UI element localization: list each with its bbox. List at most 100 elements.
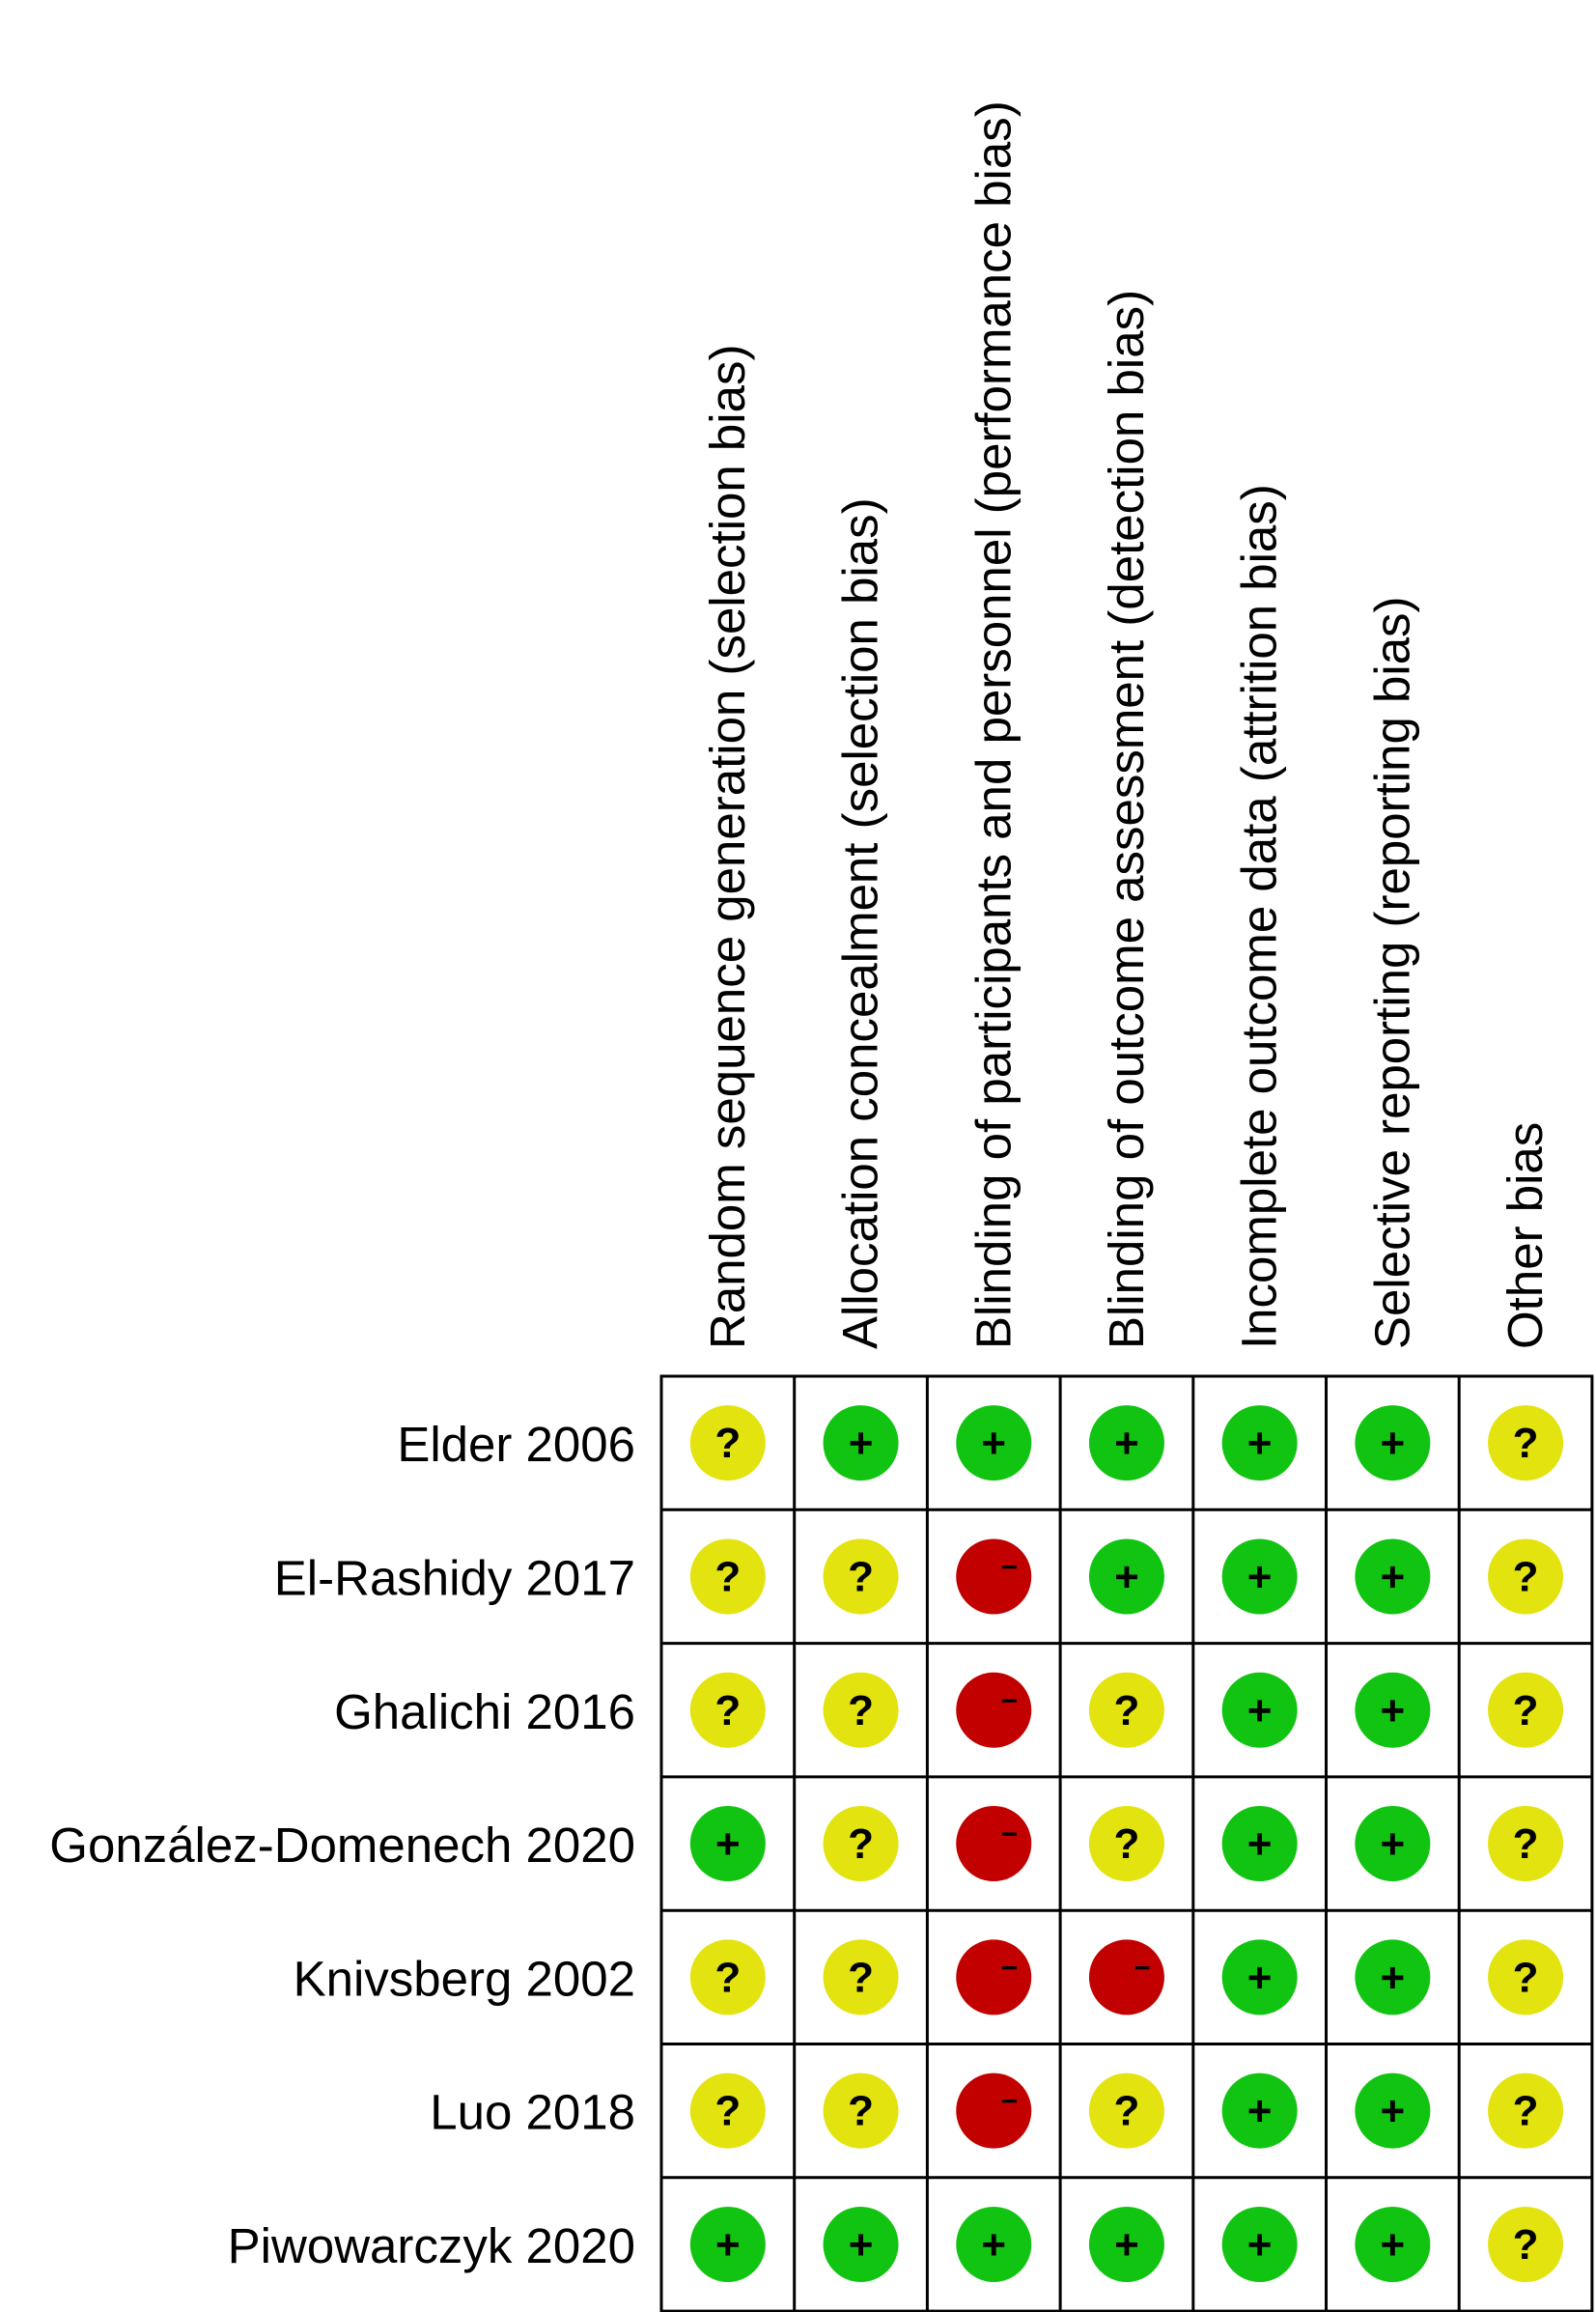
low-risk-symbol: + (715, 1820, 741, 1868)
low-risk-circle (823, 2206, 899, 2282)
high-risk-circle (956, 1672, 1032, 1748)
unclear-risk-symbol: ? (1114, 1820, 1140, 1868)
high-risk-circle (956, 1939, 1032, 2016)
low-risk-symbol: + (981, 1420, 1006, 1467)
unclear-risk-circle (689, 1672, 766, 1748)
unclear-risk-circle (1488, 1538, 1564, 1615)
low-risk-circle (956, 1405, 1032, 1481)
unclear-risk-symbol: ? (1513, 2088, 1539, 2135)
unclear-risk-symbol: ? (714, 1687, 741, 1734)
unclear-risk-circle (1088, 1806, 1164, 1882)
low-risk-circle (689, 1806, 766, 1882)
low-risk-symbol: + (1114, 2221, 1139, 2269)
unclear-risk-circle (1488, 1405, 1564, 1481)
study-label: Luo 2018 (430, 2085, 635, 2140)
unclear-risk-circle (689, 1939, 766, 2016)
low-risk-symbol: + (849, 1420, 874, 1467)
column-header: Selective reporting (reporting bias) (1364, 596, 1419, 1349)
low-risk-circle (1221, 1806, 1298, 1882)
low-risk-circle (1355, 1672, 1431, 1748)
grid-border (659, 1374, 1594, 2312)
low-risk-symbol: + (1247, 1954, 1273, 2001)
low-risk-circle (956, 2206, 1032, 2282)
low-risk-symbol: + (1380, 1420, 1405, 1467)
low-risk-circle (1221, 1405, 1298, 1481)
high-risk-symbol: − (1000, 1952, 1018, 1984)
study-label: Piwowarczyk 2020 (228, 2218, 635, 2273)
low-risk-circle (1221, 2206, 1298, 2282)
high-risk-symbol: − (1000, 1551, 1018, 1583)
low-risk-circle (1355, 1405, 1431, 1481)
high-risk-circle (956, 2072, 1032, 2149)
unclear-risk-symbol: ? (714, 1553, 741, 1600)
low-risk-circle (1221, 1538, 1298, 1615)
low-risk-symbol: + (1247, 2221, 1273, 2269)
low-risk-symbol: + (1380, 2088, 1405, 2135)
low-risk-circle (1221, 1939, 1298, 2016)
unclear-risk-circle (823, 2072, 899, 2149)
high-risk-symbol: − (1134, 1952, 1151, 1984)
low-risk-circle (823, 1405, 899, 1481)
unclear-risk-circle (689, 2072, 766, 2149)
unclear-risk-circle (1488, 2206, 1564, 2282)
low-risk-circle (1355, 1538, 1431, 1615)
row-labels: Elder 2006 El-Rashidy 2017 Ghalichi 2016 Go… (49, 1417, 635, 2273)
column-headers: Random sequence generation (selection bi… (700, 100, 1553, 1349)
low-risk-symbol: + (1247, 1553, 1273, 1600)
low-risk-symbol: + (1247, 2088, 1273, 2135)
low-risk-circle (1355, 2206, 1431, 2282)
unclear-risk-circle (1488, 1672, 1564, 1748)
study-label: Elder 2006 (397, 1417, 635, 1472)
unclear-risk-symbol: ? (1513, 2221, 1539, 2269)
low-risk-symbol: + (1380, 1553, 1405, 1600)
unclear-risk-circle (1488, 1806, 1564, 1882)
low-risk-circle (1355, 1806, 1431, 1882)
unclear-risk-symbol: ? (848, 1954, 874, 2001)
unclear-risk-circle (689, 1405, 766, 1481)
unclear-risk-symbol: ? (1513, 1420, 1539, 1467)
high-risk-symbol: − (1000, 1819, 1018, 1850)
unclear-risk-circle (1488, 2072, 1564, 2149)
unclear-risk-symbol: ? (714, 2088, 741, 2135)
low-risk-symbol: + (1380, 2221, 1405, 2269)
unclear-risk-symbol: ? (714, 1420, 741, 1467)
low-risk-symbol: + (715, 2221, 741, 2269)
column-header: Allocation concealment (selection bias) (833, 497, 888, 1349)
column-header: Blinding of participants and personnel (… (966, 100, 1021, 1349)
unclear-risk-symbol: ? (1513, 1687, 1539, 1734)
low-risk-circle (1088, 1538, 1164, 1615)
low-risk-symbol: + (1380, 1687, 1405, 1734)
low-risk-circle (689, 2206, 766, 2282)
unclear-risk-symbol: ? (1513, 1553, 1539, 1600)
high-risk-circle (956, 1538, 1032, 1615)
low-risk-circle (1221, 2072, 1298, 2149)
unclear-risk-circle (823, 1672, 899, 1748)
low-risk-circle (1221, 1672, 1298, 1748)
unclear-risk-symbol: ? (714, 1954, 741, 2001)
low-risk-circle (1355, 1939, 1431, 2016)
study-label: González-Domenech 2020 (49, 1818, 635, 1873)
low-risk-circle (1088, 1405, 1164, 1481)
low-risk-symbol: + (981, 2221, 1006, 2269)
low-risk-symbol: + (1247, 1687, 1273, 1734)
column-header: Other bias (1498, 1122, 1553, 1349)
low-risk-symbol: + (1380, 1820, 1405, 1868)
high-risk-symbol: − (1000, 1685, 1018, 1717)
grid (659, 1374, 1594, 2312)
unclear-risk-symbol: ? (848, 1553, 874, 1600)
low-risk-circle (1355, 2072, 1431, 2149)
high-risk-circle (956, 1806, 1032, 1882)
study-label: Ghalichi 2016 (334, 1684, 635, 1739)
judgement-cells: ? + + + + +??? − + + +??? −? + + ? +? −? + +??? − − + +??? −? +… (689, 1405, 1564, 2282)
unclear-risk-circle (1088, 1672, 1164, 1748)
column-header: Random sequence generation (selection bi… (700, 345, 755, 1349)
high-risk-symbol: − (1000, 2086, 1018, 2118)
unclear-risk-circle (823, 1939, 899, 2016)
low-risk-symbol: + (1114, 1553, 1139, 1600)
unclear-risk-symbol: ? (1513, 1954, 1539, 2001)
unclear-risk-symbol: ? (1114, 2088, 1140, 2135)
unclear-risk-circle (823, 1806, 899, 1882)
unclear-risk-symbol: ? (848, 1820, 874, 1868)
unclear-risk-symbol: ? (1513, 1820, 1539, 1868)
